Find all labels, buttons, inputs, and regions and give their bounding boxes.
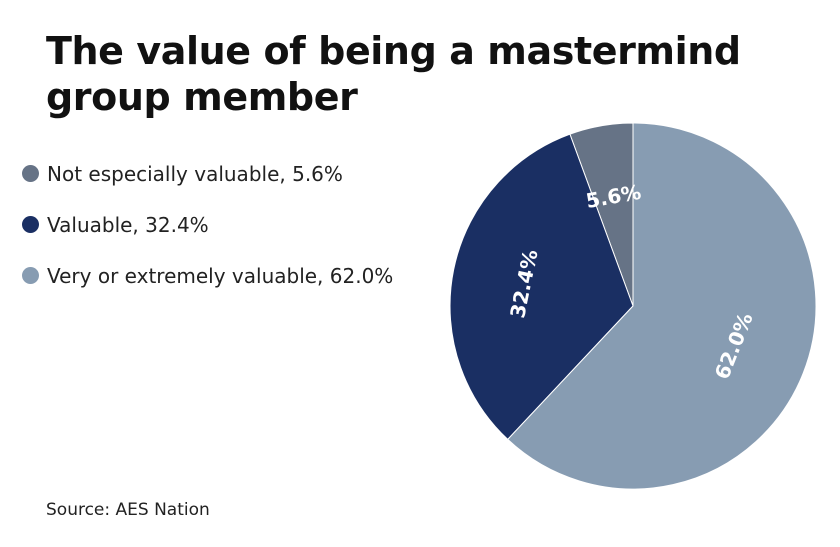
legend-item-valuable: Valuable, 32.4% <box>22 199 452 250</box>
legend-item-not-especially-valuable: Not especially valuable, 5.6% <box>22 148 452 199</box>
legend-swatch-very-or-extremely-valuable <box>22 267 39 284</box>
chart-title: The value of being a mastermind group me… <box>46 29 741 119</box>
legend: Not especially valuable, 5.6% Valuable, … <box>22 148 452 301</box>
legend-label-valuable: Valuable, 32.4% <box>47 212 209 237</box>
legend-swatch-valuable <box>22 216 39 233</box>
pie-slice-very-or-extremely-valuable <box>507 122 817 490</box>
legend-item-very-or-extremely-valuable: Very or extremely valuable, 62.0% <box>22 250 452 301</box>
pie-slice-valuable <box>449 133 634 441</box>
source-note: Source: AES Nation <box>46 500 210 520</box>
pie-slices <box>449 122 817 490</box>
pie-chart: 5.6% 32.4% 62.0% <box>449 122 817 490</box>
legend-label-not-especially-valuable: Not especially valuable, 5.6% <box>47 161 343 186</box>
legend-label-very-or-extremely-valuable: Very or extremely valuable, 62.0% <box>47 263 394 288</box>
legend-swatch-not-especially-valuable <box>22 165 39 182</box>
